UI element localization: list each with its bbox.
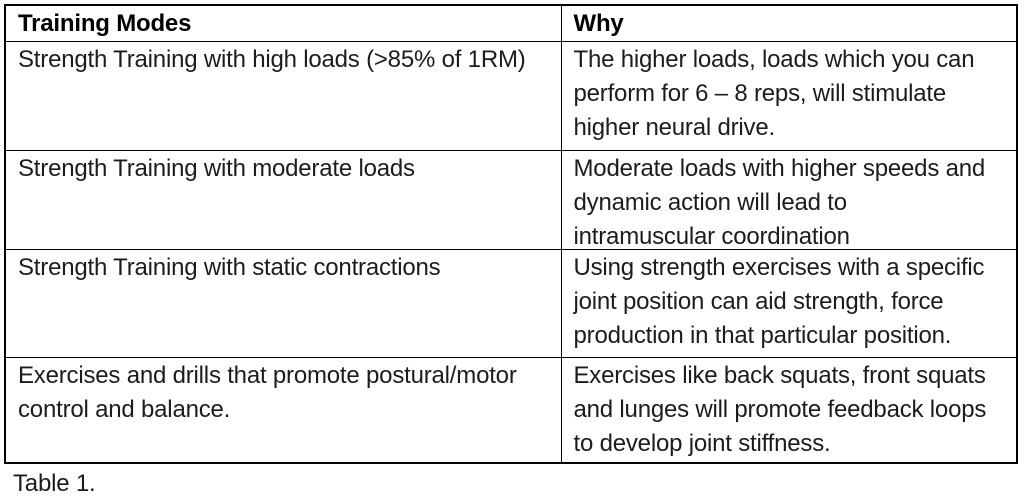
- cell-mode-moderate-loads: Strength Training with moderate loads: [4, 149, 562, 250]
- table-row: Strength Training with high loads (>85% …: [4, 41, 1018, 151]
- cell-why-moderate-loads: Moderate loads with higher speeds and dy…: [560, 149, 1018, 250]
- cell-mode-postural-motor: Exercises and drills that promote postur…: [4, 356, 562, 464]
- table-caption: Table 1.: [13, 470, 96, 497]
- table-row: Strength Training with static contractio…: [4, 248, 1018, 358]
- cell-mode-high-loads: Strength Training with high loads (>85% …: [4, 41, 562, 151]
- column-header-training-modes: Training Modes: [4, 4, 562, 42]
- column-header-why: Why: [560, 4, 1018, 42]
- table-row: Exercises and drills that promote postur…: [4, 356, 1018, 464]
- cell-mode-static-contractions: Strength Training with static contractio…: [4, 248, 562, 358]
- table-header-row: Training Modes Why: [4, 4, 1018, 42]
- training-modes-table: Training Modes Why Strength Training wit…: [4, 4, 1018, 464]
- cell-why-static-contractions: Using strength exercises with a specific…: [560, 248, 1018, 358]
- cell-why-high-loads: The higher loads, loads which you can pe…: [560, 41, 1018, 151]
- cell-why-postural-motor: Exercises like back squats, front squats…: [560, 356, 1018, 464]
- table-row: Strength Training with moderate loads Mo…: [4, 149, 1018, 250]
